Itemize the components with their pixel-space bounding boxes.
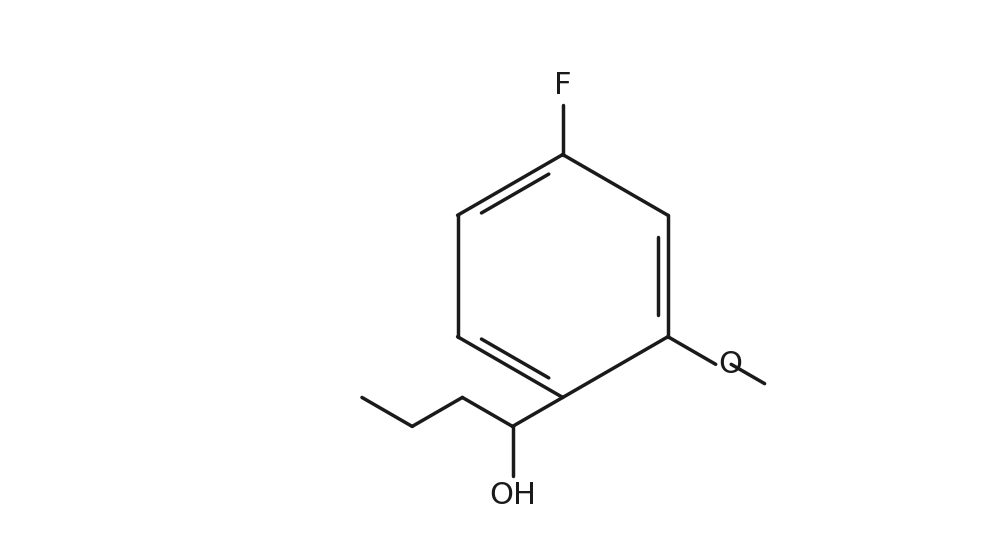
- Text: F: F: [554, 71, 572, 100]
- Text: OH: OH: [489, 480, 536, 509]
- Text: O: O: [719, 350, 743, 379]
